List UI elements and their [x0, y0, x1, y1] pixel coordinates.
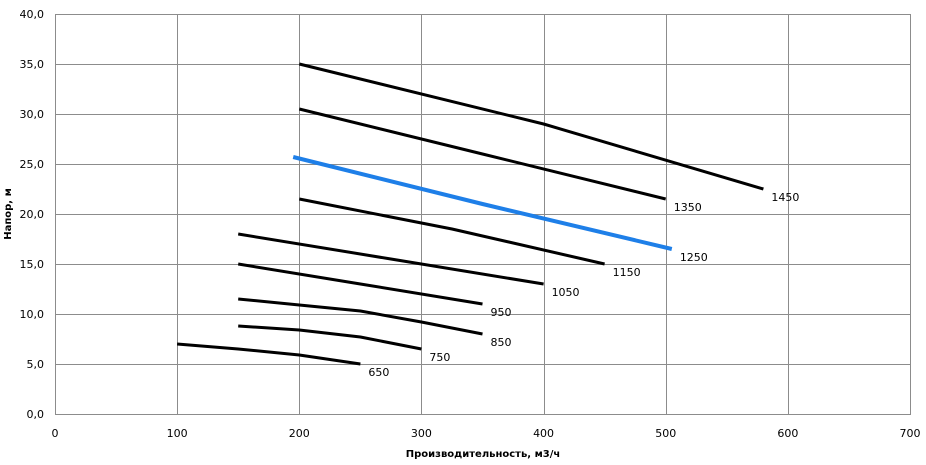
x-axis-label: Производительность, м3/ч: [406, 449, 560, 460]
series-label-950: 950: [491, 306, 512, 319]
series-line-1450: [298, 62, 764, 191]
plot-area: [55, 14, 911, 415]
x-tick-label: 300: [411, 427, 432, 440]
series-label-1450: 1450: [771, 191, 799, 204]
x-tick-label: 0: [52, 427, 59, 440]
x-tick-label: 600: [777, 427, 798, 440]
series-line-1150: [299, 197, 605, 266]
y-axis-label: Напор, м: [3, 188, 14, 240]
series-label-750: 750: [429, 351, 450, 364]
series-label-1150: 1150: [613, 266, 641, 279]
series-label-1350: 1350: [674, 201, 702, 214]
y-tick-label: 15,0: [20, 258, 45, 271]
series-line-650: [176, 342, 361, 366]
y-tick-label: 35,0: [20, 58, 45, 71]
series-line-750: [238, 324, 422, 351]
series-label-650: 650: [368, 366, 389, 379]
series-line-1350: [298, 107, 667, 201]
x-tick-label: 400: [533, 427, 554, 440]
x-tick-label: 500: [655, 427, 676, 440]
y-tick-label: 0,0: [27, 408, 45, 421]
y-axis-ticks: 0,0 5,0 10,0 15,0 20,0 25,0 30,0 35,0 40,0: [20, 8, 45, 421]
x-tick-label: 100: [167, 427, 188, 440]
y-tick-label: 5,0: [27, 358, 45, 371]
y-tick-label: 25,0: [20, 158, 45, 171]
series: [176, 62, 764, 366]
series-line-850: [238, 297, 483, 336]
series-label-850: 850: [491, 336, 512, 349]
series-label-1250: 1250: [680, 251, 708, 264]
series-label-1050: 1050: [552, 286, 580, 299]
series-labels: 650 750 850 950 1050 1150 1250 1350 1450: [368, 191, 799, 379]
y-tick-label: 10,0: [20, 308, 45, 321]
series-line-1050: [237, 232, 544, 286]
grid: [55, 14, 910, 414]
x-tick-label: 200: [289, 427, 310, 440]
series-line-1250: [292, 155, 673, 251]
y-tick-label: 20,0: [20, 208, 45, 221]
y-tick-label: 30,0: [20, 108, 45, 121]
series-line-950: [237, 262, 483, 306]
x-tick-label: 700: [900, 427, 921, 440]
y-tick-label: 40,0: [20, 8, 45, 21]
x-axis-ticks: 0 100 200 300 400 500 600 700: [52, 427, 921, 440]
